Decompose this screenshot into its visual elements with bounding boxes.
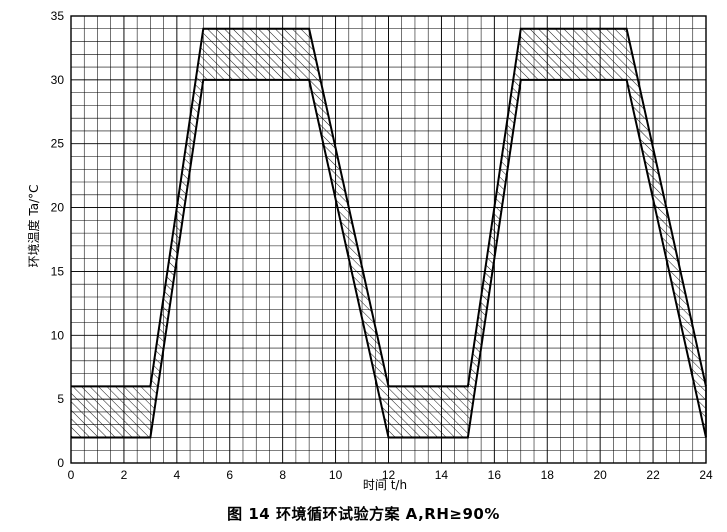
y-tick-label: 20	[51, 201, 65, 215]
y-tick-label: 10	[51, 328, 65, 342]
upper-boundary-line	[71, 27, 707, 388]
x-tick-label: 18	[541, 468, 555, 482]
x-tick-label: 6	[226, 468, 233, 482]
hatched-tolerance-area	[71, 28, 706, 438]
lower-boundary-line	[71, 78, 707, 439]
x-axis-label: 时间 t/h	[363, 478, 407, 492]
tolerance-band	[71, 28, 706, 438]
figure-caption: 图 14 环境循环试验方案 A,RH≥90%	[227, 505, 500, 523]
y-axis-title: 环境温度 Ta/°C	[26, 185, 41, 268]
x-tick-label: 16	[488, 468, 502, 482]
x-tick-label: 4	[173, 468, 180, 482]
x-tick-label: 2	[121, 468, 128, 482]
x-tick-label: 8	[279, 468, 286, 482]
y-tick-label: 0	[57, 456, 64, 470]
x-tick-label: 0	[68, 468, 75, 482]
y-axis-label: 环境温度 Ta/°C	[26, 185, 41, 268]
x-tick-label: 20	[593, 468, 607, 482]
y-tick-label: 30	[51, 73, 65, 87]
x-tick-label: 24	[699, 468, 713, 482]
band-boundaries	[71, 27, 707, 439]
x-tick-label: 14	[435, 468, 449, 482]
y-tick-label: 25	[51, 137, 65, 151]
x-tick-label: 22	[646, 468, 660, 482]
x-tick-label: 10	[329, 468, 343, 482]
y-tick-label: 35	[51, 9, 65, 23]
plot-frame	[70, 15, 707, 464]
y-tick-label: 15	[51, 264, 65, 278]
x-tick-label: 12	[382, 468, 396, 482]
y-tick-label: 5	[57, 392, 64, 406]
